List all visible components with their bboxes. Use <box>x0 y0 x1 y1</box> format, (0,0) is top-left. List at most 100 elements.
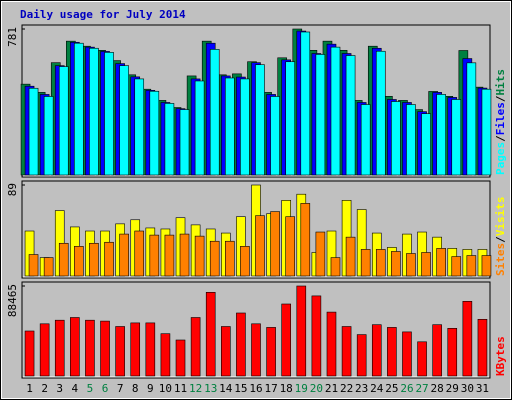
bar <box>436 248 446 277</box>
bar <box>221 326 231 377</box>
bar <box>58 66 69 176</box>
bar <box>70 317 80 377</box>
legend-separator: / <box>494 95 507 102</box>
bar <box>281 303 291 377</box>
x-tick-label: 5 <box>87 382 94 395</box>
x-tick-label: 9 <box>147 382 154 395</box>
bar <box>104 241 114 277</box>
bar <box>447 328 458 377</box>
bar <box>104 52 114 176</box>
x-tick-label: 7 <box>117 382 124 395</box>
x-tick-label: 22 <box>340 382 353 395</box>
legend-entry: KBytes <box>494 336 507 376</box>
y-tick-label: 781 <box>6 27 19 47</box>
bar <box>209 49 220 176</box>
bar <box>315 231 326 277</box>
bar <box>255 64 265 176</box>
x-tick-label: 21 <box>325 382 338 395</box>
legend-separator: / <box>494 236 507 243</box>
bar <box>300 31 311 176</box>
bar <box>39 323 50 377</box>
bar <box>74 246 84 277</box>
bar <box>285 216 295 277</box>
bar <box>266 327 276 377</box>
bar <box>164 103 175 176</box>
bar <box>391 101 401 176</box>
x-tick-label: 1 <box>26 382 33 395</box>
bar <box>481 255 492 277</box>
x-tick-label: 27 <box>415 382 428 395</box>
bar <box>360 104 371 176</box>
legend: Pages/Files/Hits <box>494 69 507 175</box>
bar <box>406 104 416 176</box>
bar <box>315 54 326 176</box>
x-tick-label: 17 <box>264 382 277 395</box>
bar <box>251 323 261 377</box>
x-tick-label: 29 <box>446 382 459 395</box>
legend-entry: Files <box>494 102 507 135</box>
y-tick-label: 88465 <box>6 284 19 317</box>
bar <box>360 249 371 277</box>
x-tick-label: 2 <box>41 382 48 395</box>
x-tick-label: 4 <box>72 382 79 395</box>
bar <box>330 46 341 176</box>
bar <box>270 211 280 277</box>
bar <box>225 77 235 176</box>
bar <box>311 295 322 377</box>
bar <box>255 215 265 277</box>
legend: Sites/Visits <box>494 197 507 277</box>
bar <box>432 324 442 377</box>
bar <box>417 341 427 377</box>
bar <box>240 246 250 277</box>
bar <box>175 339 186 377</box>
bar <box>451 256 462 277</box>
x-tick-label: 26 <box>400 382 413 395</box>
bar <box>209 240 220 277</box>
bar <box>330 257 341 277</box>
bar <box>345 236 356 277</box>
chart-title: Daily usage for July 2014 <box>20 8 186 21</box>
bar <box>119 65 129 176</box>
legend-separator: / <box>494 135 507 142</box>
bar <box>100 320 110 377</box>
bar <box>194 235 205 277</box>
bar <box>58 242 69 277</box>
x-tick-label: 12 <box>189 382 202 395</box>
bar <box>149 234 160 277</box>
x-tick-label: 31 <box>476 382 489 395</box>
legend-entry: Pages <box>494 142 507 175</box>
bar <box>477 318 488 377</box>
bar <box>149 90 160 176</box>
bar <box>134 230 145 277</box>
bar <box>115 326 125 377</box>
x-tick-label: 11 <box>174 382 187 395</box>
x-tick-label: 10 <box>159 382 172 395</box>
bar <box>24 330 35 377</box>
bar <box>421 113 431 176</box>
bar <box>236 312 246 377</box>
bar <box>85 319 95 377</box>
y-tick-label: 89 <box>6 183 19 196</box>
bar <box>296 285 307 377</box>
x-tick-label: 14 <box>219 382 233 395</box>
bar <box>300 203 311 277</box>
x-tick-label: 8 <box>132 382 139 395</box>
bar <box>466 62 477 176</box>
bar <box>134 78 145 176</box>
bar <box>130 322 141 377</box>
x-tick-label: 23 <box>355 382 368 395</box>
bar <box>28 87 39 176</box>
x-tick-label: 30 <box>461 382 474 395</box>
bar <box>205 292 216 377</box>
x-tick-label: 19 <box>295 382 308 395</box>
bar <box>421 252 431 277</box>
bar <box>285 61 295 176</box>
bar <box>451 99 462 176</box>
x-tick-label: 6 <box>102 382 109 395</box>
bar <box>466 255 477 277</box>
bar <box>43 257 54 277</box>
bar <box>391 251 401 277</box>
legend-entry: Hits <box>494 69 507 96</box>
